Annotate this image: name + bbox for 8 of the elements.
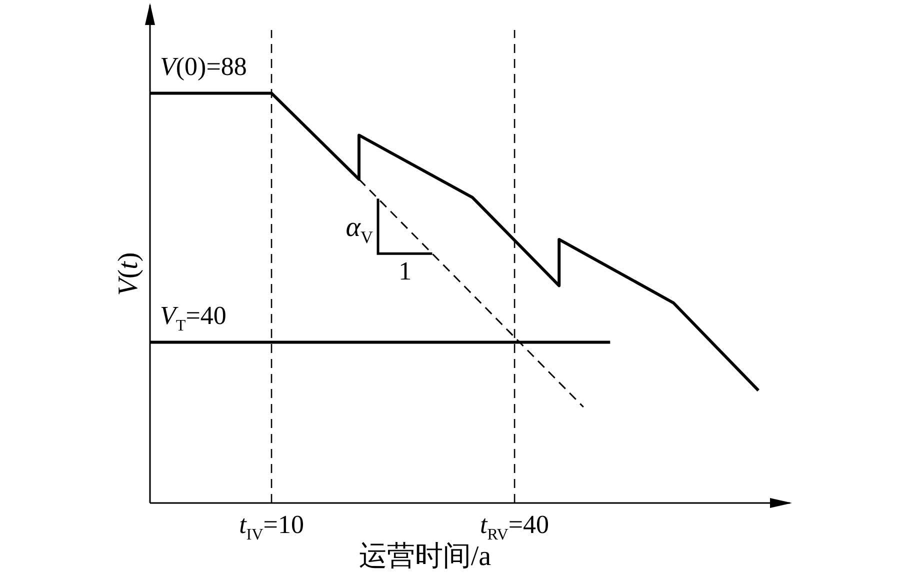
x-tick-label: t$_{IV}$=10 xyxy=(239,510,304,544)
data-label: V$_{T}$=40 xyxy=(160,301,226,335)
x-tick-label: t$_{RV}$=40 xyxy=(480,510,550,544)
y-axis-title: V(t) xyxy=(113,252,144,296)
x-axis-title: 运营时间/a xyxy=(358,541,492,572)
annotation: 1 xyxy=(398,256,412,286)
annotation: α$_{V}$ xyxy=(346,212,374,248)
data-label: V(0)=88 xyxy=(160,52,247,82)
